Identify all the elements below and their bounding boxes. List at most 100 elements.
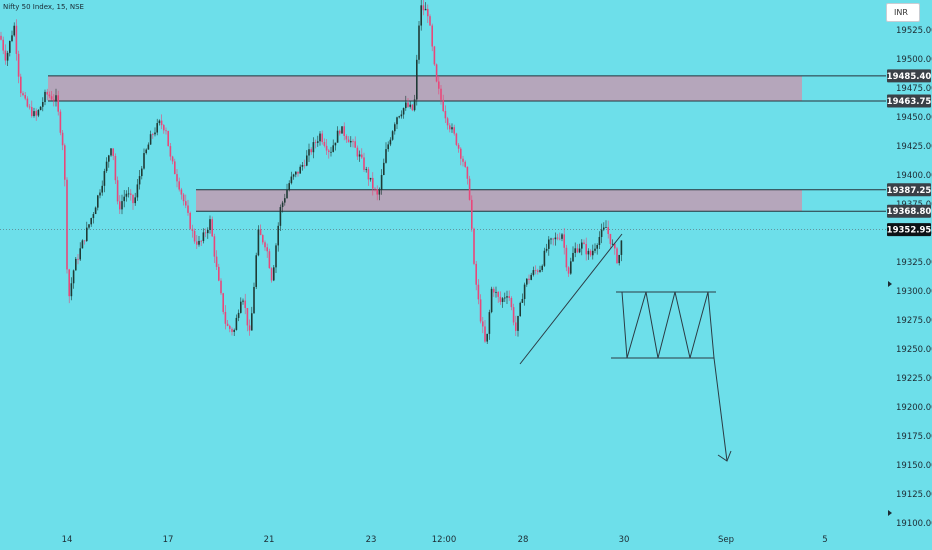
time-axis: 14 17 21 23 12:00 28 30 Sep 5	[62, 535, 828, 545]
candle	[218, 263, 220, 282]
candle	[35, 108, 37, 121]
x-tick-label: Sep	[718, 535, 734, 545]
price-label: 19352.95	[887, 226, 932, 236]
candle	[482, 316, 484, 334]
candle	[600, 223, 603, 244]
candle	[182, 192, 185, 206]
y-tick-label: 19150.00	[896, 461, 932, 471]
candle	[380, 169, 383, 195]
candle	[0, 31, 2, 41]
candle	[130, 189, 132, 201]
y-tick-label: 19250.00	[896, 345, 932, 355]
candle	[587, 248, 590, 260]
candle	[292, 173, 295, 180]
axis-marker-icon	[888, 281, 892, 287]
candle	[2, 36, 4, 55]
candle	[530, 272, 532, 281]
y-tick-label: 19275.00	[896, 316, 932, 326]
candle	[178, 177, 180, 192]
candle	[495, 286, 497, 298]
x-tick-label: 28	[518, 535, 529, 545]
candle	[20, 73, 22, 98]
candle	[361, 148, 363, 160]
y-tick-label: 19450.00	[896, 113, 932, 123]
chart-title: Nifty 50 Index, 15, NSE	[3, 3, 84, 11]
y-tick-label: 19525.00	[896, 26, 932, 36]
candle	[28, 104, 31, 110]
candle	[165, 127, 167, 135]
candle	[462, 155, 464, 167]
candle	[138, 169, 141, 190]
candle	[88, 223, 90, 230]
candle	[545, 243, 548, 253]
candle	[479, 294, 482, 324]
candle	[413, 94, 416, 112]
y-tick-label: 19100.00	[896, 519, 932, 529]
candle	[127, 187, 130, 198]
candle	[347, 136, 350, 143]
candle	[596, 243, 598, 255]
candle	[207, 227, 209, 239]
candle	[9, 40, 11, 57]
candle	[198, 236, 200, 247]
candle	[559, 232, 561, 241]
candle	[389, 137, 392, 147]
candle	[68, 268, 70, 304]
candle	[270, 267, 273, 283]
candle	[233, 328, 235, 337]
supply-zone[interactable]	[196, 189, 802, 212]
candle	[548, 236, 550, 256]
candle	[385, 142, 387, 164]
candle	[332, 139, 334, 153]
candle	[277, 222, 279, 252]
candle	[116, 176, 119, 205]
candle	[398, 115, 400, 119]
candle	[420, 0, 422, 31]
candle	[171, 155, 174, 165]
candle	[537, 268, 539, 275]
candle	[141, 166, 143, 180]
supply-zone[interactable]	[48, 75, 802, 102]
candle	[303, 159, 306, 169]
candle	[22, 91, 24, 97]
candle	[53, 94, 55, 107]
trendline-rising[interactable]	[519, 233, 623, 365]
candle	[136, 178, 139, 201]
candle	[455, 132, 458, 147]
candle	[229, 324, 231, 333]
candle	[204, 228, 207, 238]
candle	[453, 124, 455, 136]
pattern-zigzag[interactable]	[621, 291, 728, 462]
candle	[319, 131, 321, 146]
candle	[237, 309, 240, 322]
candle	[402, 107, 405, 119]
candle	[435, 63, 438, 83]
candle	[598, 231, 601, 249]
candle	[149, 130, 152, 145]
candle	[620, 240, 623, 262]
currency-badge[interactable]: INR	[886, 3, 920, 22]
candle	[196, 235, 198, 249]
candle	[288, 180, 290, 192]
candle	[200, 240, 202, 246]
candle	[147, 142, 150, 150]
candle	[99, 189, 101, 199]
candle	[471, 195, 473, 232]
candle	[46, 88, 48, 101]
candle	[167, 130, 169, 147]
candle	[345, 134, 348, 143]
candle	[497, 291, 499, 303]
candle	[101, 180, 103, 196]
candle	[251, 306, 253, 331]
candle	[44, 89, 46, 106]
candle	[372, 172, 374, 196]
candle	[121, 194, 123, 215]
y-tick-label: 19475.00	[896, 84, 932, 94]
candle	[378, 187, 381, 201]
candle	[473, 227, 475, 266]
candle	[26, 96, 29, 108]
candle	[554, 232, 557, 246]
candle	[169, 142, 172, 161]
candle	[422, 0, 425, 16]
